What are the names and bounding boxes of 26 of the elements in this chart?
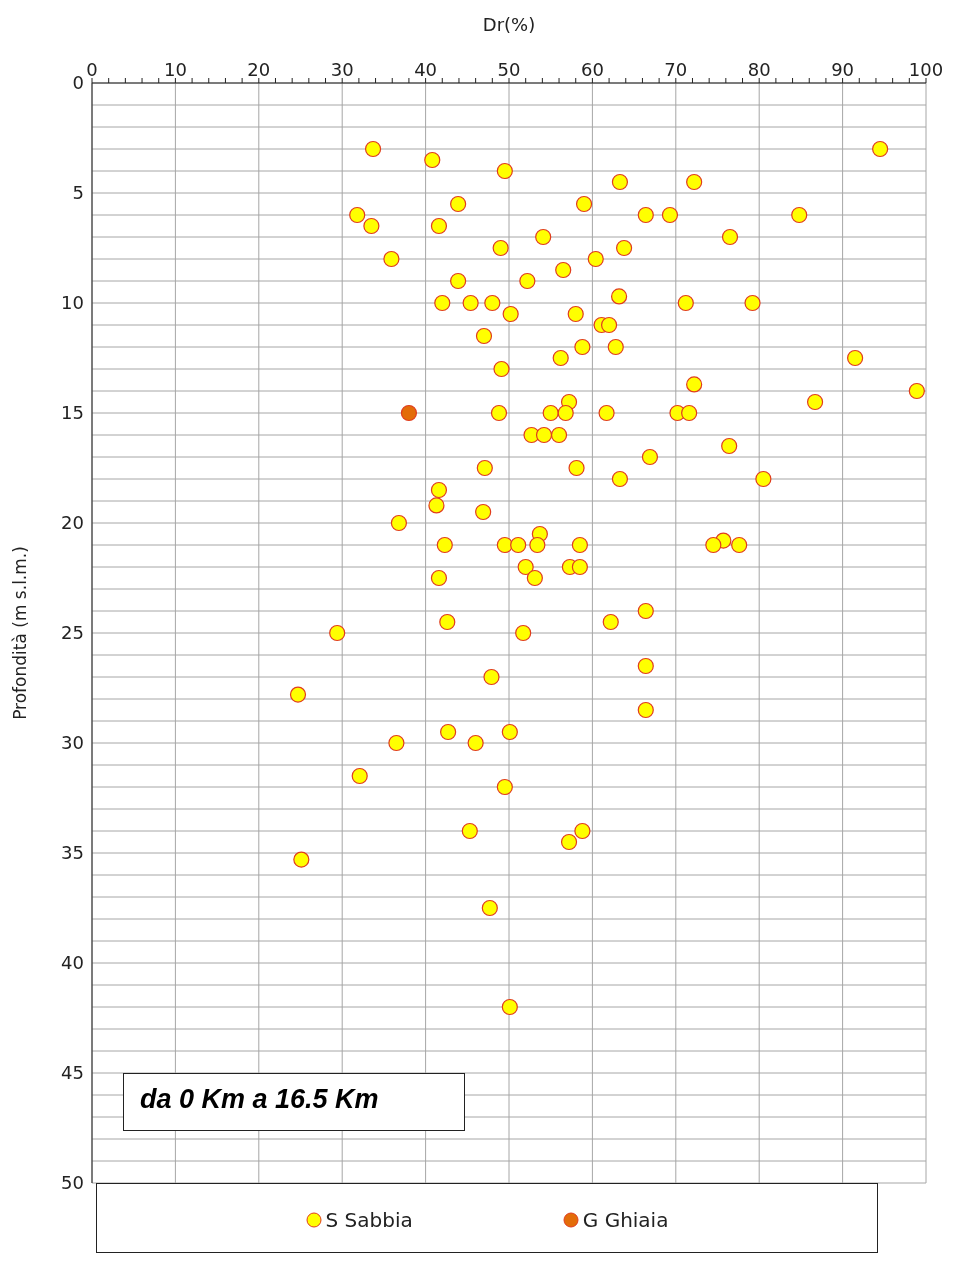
x-tick-label: 10 bbox=[163, 59, 187, 80]
legend-label: S Sabbia bbox=[325, 1208, 413, 1232]
y-tick-label: 20 bbox=[61, 512, 84, 534]
text-box: da 0 Km a 16.5 Km bbox=[123, 1073, 465, 1131]
y-tick-label: 35 bbox=[61, 842, 84, 864]
x-tick-label: 100 bbox=[908, 59, 944, 80]
x-tick-label: 80 bbox=[747, 59, 771, 80]
y-tick-label: 25 bbox=[61, 622, 84, 644]
x-tick-label: 50 bbox=[497, 59, 521, 80]
y-tick-label: 10 bbox=[61, 292, 84, 314]
y-tick-label: 45 bbox=[61, 1062, 84, 1084]
y-tick-label: 15 bbox=[61, 402, 84, 424]
x-tick-label: 90 bbox=[831, 59, 855, 80]
x-axis-title: Dr(%) bbox=[482, 13, 536, 35]
x-tick-label: 40 bbox=[414, 59, 438, 80]
x-tick-label: 60 bbox=[580, 59, 604, 80]
y-tick-label: 50 bbox=[61, 1172, 84, 1194]
legend-label: G Ghiaia bbox=[582, 1208, 669, 1232]
x-tick-label: 70 bbox=[664, 59, 688, 80]
y-tick-label: 40 bbox=[61, 952, 84, 974]
x-tick-label: 0 bbox=[86, 59, 98, 80]
y-axis-title: Profondità (m s.l.m.) bbox=[10, 546, 31, 720]
x-tick-label: 30 bbox=[330, 59, 354, 80]
y-tick-label: 5 bbox=[72, 182, 84, 204]
y-tick-label: 30 bbox=[61, 732, 84, 754]
x-tick-label: 20 bbox=[247, 59, 271, 80]
